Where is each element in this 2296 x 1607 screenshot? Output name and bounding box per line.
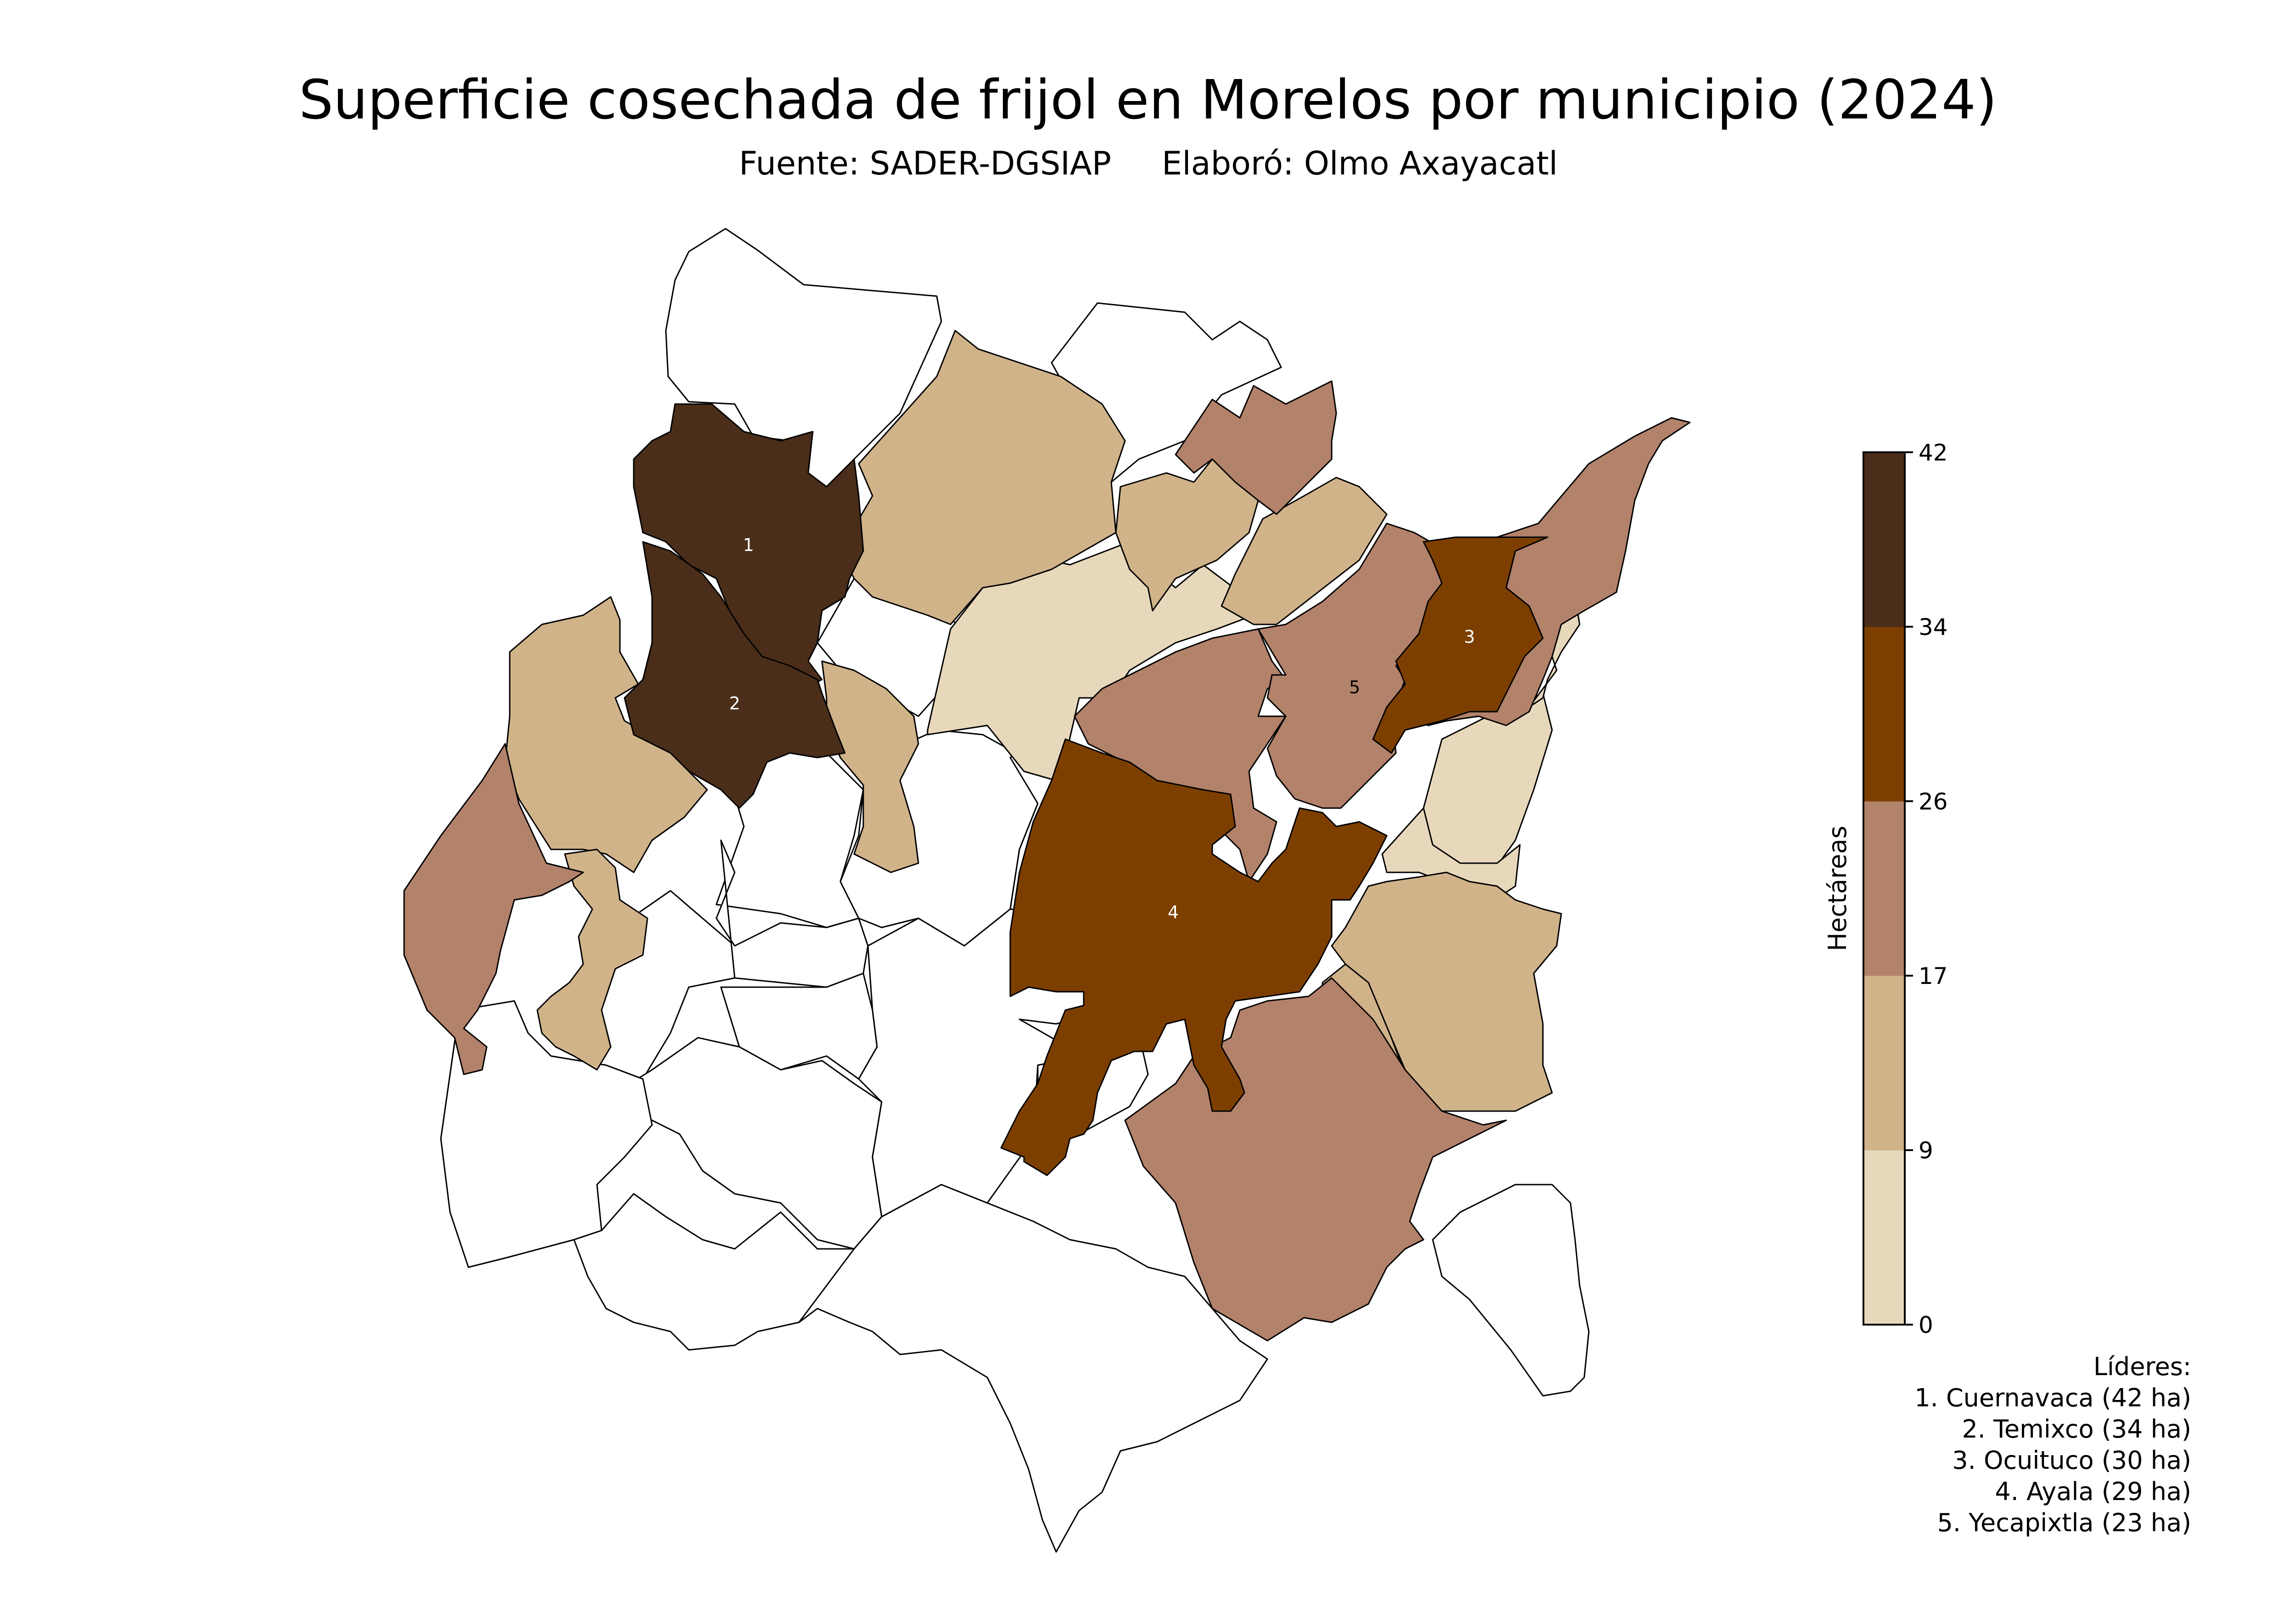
rank-label-temixco: 2: [729, 693, 740, 714]
colorbar-tick-label: 26: [1919, 788, 1948, 815]
rank-label-ocuituco: 3: [1464, 627, 1475, 647]
municipality-region: [633, 403, 864, 690]
municipality-region: [1175, 380, 1337, 515]
municipality-region: [403, 743, 584, 1075]
colorbar: 0 9 17 26 34 42 Hectáreas: [1823, 439, 1948, 1338]
colorbar-tick-label: 34: [1919, 614, 1948, 641]
municipality-region: [1372, 536, 1548, 754]
legend-heading: Líderes:: [2093, 1352, 2191, 1381]
colorbar-tick-label: 17: [1919, 963, 1948, 989]
colorbar-segment: [1863, 627, 1905, 802]
rank-label-ayala: 4: [1168, 902, 1179, 922]
rank-labels: 1 2 3 4 5: [729, 535, 1475, 922]
municipality-region: [504, 596, 708, 873]
legend-item: 2. Temixco (34 ha): [1962, 1415, 2191, 1444]
colorbar-frame: [1863, 451, 1906, 1326]
rank-label-cuernavaca: 1: [743, 535, 754, 555]
colorbar-segment: [1863, 801, 1905, 976]
leaders-legend: Líderes: 1. Cuernavaca (42 ha) 2. Temixc…: [1914, 1352, 2191, 1537]
colorbar-label: Hectáreas: [1823, 826, 1852, 951]
municipality-region: [1221, 477, 1388, 625]
municipality-map: [403, 228, 1691, 1553]
legend-item: 1. Cuernavaca (42 ha): [1914, 1383, 2191, 1412]
colorbar-tick-label: 9: [1919, 1137, 1933, 1164]
legend-item: 3. Ocuituco (30 ha): [1952, 1446, 2191, 1475]
legend-item: 5. Yecapixtla (23 ha): [1937, 1508, 2192, 1537]
chart-subtitle-author: Elaboró: Olmo Axayacatl: [1162, 145, 1558, 182]
legend-item: 4. Ayala (29 ha): [1995, 1477, 2191, 1506]
colorbar-tick-label: 0: [1919, 1312, 1933, 1338]
municipality-region: [1000, 738, 1388, 1176]
chart-subtitle-source: Fuente: SADER-DGSIAP: [739, 145, 1111, 182]
colorbar-segment: [1863, 452, 1905, 627]
municipality-region: [1432, 1184, 1590, 1397]
municipality-region: [1115, 458, 1259, 612]
colorbar-tick-label: 42: [1919, 439, 1948, 466]
municipality-region: [536, 848, 648, 1071]
municipality-region: [1381, 807, 1521, 905]
municipality-region: [798, 1184, 1268, 1553]
rank-label-yecapixtla: 5: [1349, 677, 1360, 697]
chart-title: Superficie cosechada de frijol en Morelo…: [299, 68, 1997, 131]
municipality-region: [839, 330, 1126, 625]
colorbar-segment: [1863, 1150, 1905, 1325]
municipality-region: [440, 1000, 653, 1268]
municipality-region: [624, 541, 846, 809]
colorbar-segment: [1863, 976, 1905, 1151]
